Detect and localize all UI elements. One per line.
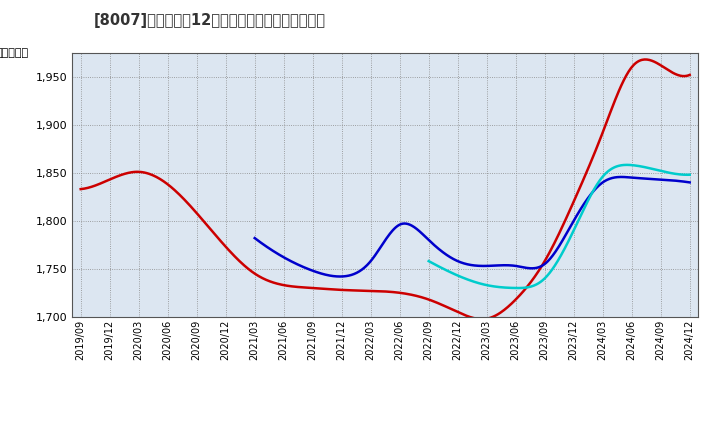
Legend: 3年, 5年, 7年, 10年: 3年, 5年, 7年, 10年 [255,434,516,440]
Y-axis label: （百万円）: （百万円） [0,48,28,58]
Text: [8007]　経常利益12か月移動合計の平均値の推移: [8007] 経常利益12か月移動合計の平均値の推移 [94,13,325,28]
